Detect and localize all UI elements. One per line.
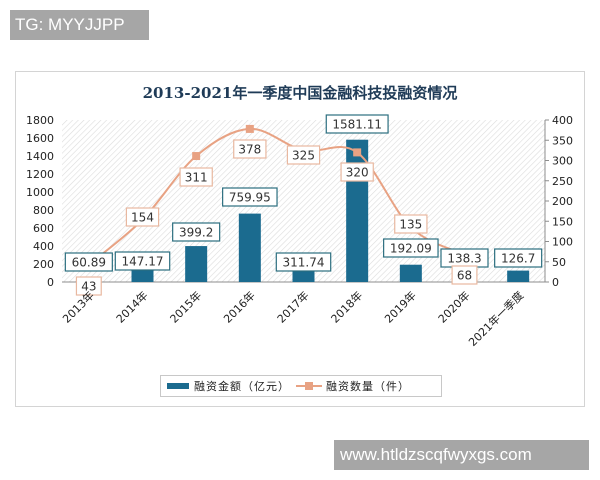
bar-value-label: 147.17 <box>122 255 164 269</box>
left-tick-label: 1600 <box>26 132 54 145</box>
bar-value-label: 1581.11 <box>332 118 382 132</box>
legend-label-count: 融资数量（件） <box>326 378 410 394</box>
left-tick-label: 1000 <box>26 186 54 199</box>
x-tick-label: 2014年 <box>113 288 150 325</box>
x-tick-label: 2018年 <box>328 288 365 325</box>
bar-value-label: 311.74 <box>283 256 325 270</box>
bar-value-label: 126.7 <box>501 252 535 266</box>
x-tick-label: 2020年 <box>435 288 472 325</box>
right-tick-label: 150 <box>552 215 573 228</box>
watermark-bottom: www.htldzscqfwyxgs.com <box>334 440 589 470</box>
x-tick-label: 2019年 <box>381 288 418 325</box>
bar <box>507 271 529 282</box>
bar-value-label: 138.3 <box>447 252 481 266</box>
bar-value-label: 60.89 <box>72 256 106 270</box>
bar-swatch-icon <box>167 383 189 389</box>
right-tick-label: 100 <box>552 236 573 249</box>
legend-item-amount: 融资金额（亿元） <box>167 378 290 394</box>
bar-value-label: 192.09 <box>390 242 432 256</box>
left-tick-label: 1200 <box>26 168 54 181</box>
line-value-label: 68 <box>457 269 472 283</box>
right-y-axis: 400 350 300 250 200 150 100 50 0 <box>545 114 573 289</box>
left-tick-label: 600 <box>33 222 54 235</box>
line-marker <box>192 152 200 160</box>
bar <box>239 214 261 282</box>
left-tick-label: 200 <box>33 258 54 271</box>
line-value-label: 320 <box>346 166 369 180</box>
legend-label-amount: 融资金额（亿元） <box>194 378 290 394</box>
left-tick-label: 400 <box>33 240 54 253</box>
line-value-label: 135 <box>399 218 422 232</box>
line-marker-icon <box>296 382 322 390</box>
right-tick-label: 50 <box>552 256 566 269</box>
bar <box>185 246 207 282</box>
x-tick-label: 2016年 <box>220 288 257 325</box>
chart-legend: 融资金额（亿元） 融资数量（件） <box>160 375 442 397</box>
x-axis-labels: 2013年2014年2015年2016年2017年2018年2019年2020年… <box>59 288 526 349</box>
line-value-label: 311 <box>185 171 208 185</box>
right-tick-label: 350 <box>552 134 573 147</box>
bar-value-label: 759.95 <box>229 191 271 205</box>
bar <box>400 265 422 282</box>
left-tick-label: 1800 <box>26 114 54 127</box>
line-value-label: 154 <box>131 211 154 225</box>
left-tick-label: 800 <box>33 204 54 217</box>
bar-value-label: 399.2 <box>179 226 213 240</box>
right-tick-label: 0 <box>552 276 559 289</box>
x-tick-label: 2015年 <box>167 288 204 325</box>
x-tick-label: 2017年 <box>274 288 311 325</box>
left-tick-label: 1400 <box>26 150 54 163</box>
left-tick-label: 0 <box>47 276 54 289</box>
legend-item-count: 融资数量（件） <box>296 378 410 394</box>
x-tick-label: 2021年一季度 <box>465 288 526 349</box>
right-tick-label: 300 <box>552 155 573 168</box>
line-value-label: 378 <box>238 143 261 157</box>
line-marker <box>353 148 361 156</box>
bar <box>132 269 154 282</box>
right-tick-label: 200 <box>552 195 573 208</box>
line-marker <box>246 125 254 133</box>
chart-canvas: 180016001400120010008006004002000 400350… <box>0 0 600 480</box>
line-value-label: 325 <box>292 149 315 163</box>
right-tick-label: 400 <box>552 114 573 127</box>
right-tick-label: 250 <box>552 175 573 188</box>
